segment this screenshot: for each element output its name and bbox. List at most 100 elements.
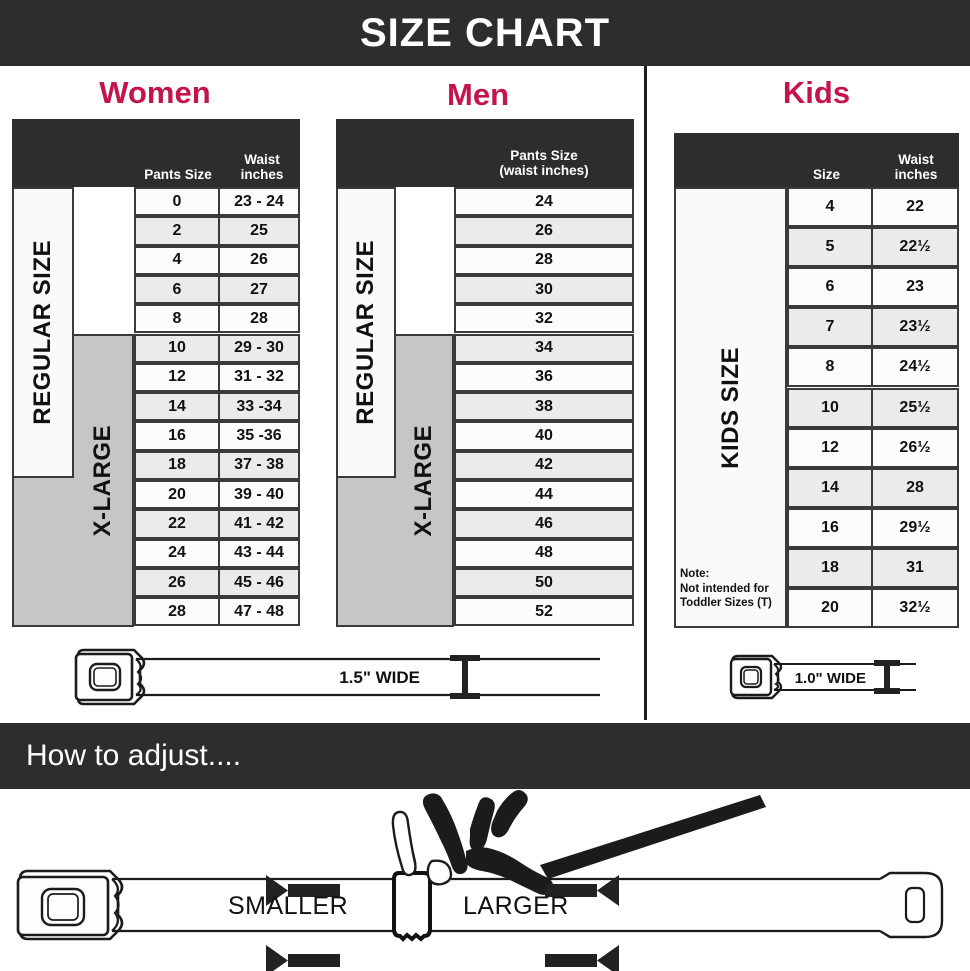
women-waist-cell: 37 - 38	[220, 450, 300, 480]
women-size-cell: 0	[134, 187, 220, 217]
kids-waist-cell: 23	[873, 267, 959, 308]
kids-waist-cell: 29½	[873, 507, 959, 548]
table-row: 4 22	[787, 187, 959, 228]
table-row: 6 23	[787, 267, 959, 308]
table-men-header: Pants Size (waist inches)	[336, 119, 634, 187]
hand-icon	[395, 790, 766, 895]
table-row: 26 45 - 46	[134, 567, 300, 598]
page-title: SIZE CHART	[360, 10, 610, 55]
kids-size-cell: 5	[787, 227, 873, 268]
table-row: 8 28	[134, 304, 300, 334]
header-kids-size: Size	[812, 167, 840, 183]
women-waist-cell: 41 - 42	[220, 509, 300, 539]
women-waist-cell: 45 - 46	[220, 567, 300, 598]
kids-size-cell: 4	[787, 187, 873, 228]
table-kids: Size Waist inches KIDS SIZE Note: Not in…	[674, 133, 959, 629]
header-kids-waist: Waist inches	[873, 152, 959, 183]
table-row: 42	[454, 450, 634, 480]
men-size-cell: 24	[454, 187, 634, 217]
men-size-cell: 30	[454, 274, 634, 305]
belt-width-caliper-adult	[450, 655, 480, 699]
kids-waist-cell: 26½	[873, 427, 959, 468]
table-women: Pants Size Waist inches REGULAR SIZE X-L…	[12, 119, 300, 627]
belt-width-label-kids: 1.0" WIDE	[795, 670, 866, 687]
table-row: 8 24½	[787, 347, 959, 388]
kids-waist-cell: 28	[873, 467, 959, 508]
table-row: 12 31 - 32	[134, 362, 300, 393]
men-size-cell: 50	[454, 567, 634, 598]
men-size-cell: 38	[454, 392, 634, 422]
table-row: 18 37 - 38	[134, 450, 300, 480]
label-smaller: SMALLER	[228, 892, 349, 920]
kids-size-cell: 20	[787, 588, 873, 629]
women-waist-cell: 39 - 40	[220, 480, 300, 510]
women-size-cell: 4	[134, 245, 220, 275]
women-size-cell: 2	[134, 216, 220, 246]
women-size-cell: 22	[134, 509, 220, 539]
kids-note-line3: Toddler Sizes (T)	[680, 597, 772, 610]
women-waist-cell: 47 - 48	[220, 597, 300, 627]
women-size-cell: 8	[134, 304, 220, 334]
men-size-cell: 26	[454, 216, 634, 246]
table-row: 4 26	[134, 245, 300, 275]
band-regular-size-women: REGULAR SIZE	[12, 187, 74, 478]
women-size-cell: 24	[134, 538, 220, 568]
kids-size-cell: 14	[787, 467, 873, 508]
women-size-cell: 16	[134, 421, 220, 451]
women-size-cell: 28	[134, 597, 220, 627]
kids-size-cell: 18	[787, 547, 873, 588]
table-row: 0 23 - 24	[134, 187, 300, 217]
women-waist-cell: 28	[220, 304, 300, 334]
header-kids-waist-line2: inches	[894, 167, 938, 183]
table-row: 10 25½	[787, 387, 959, 428]
women-waist-cell: 26	[220, 245, 300, 275]
women-waist-cell: 33 -34	[220, 392, 300, 422]
header-pants-size-waist: Pants Size (waist inches)	[454, 148, 634, 179]
women-size-cell: 10	[134, 333, 220, 363]
table-row: 46	[454, 509, 634, 539]
table-row: 28 47 - 48	[134, 597, 300, 627]
table-row: 14 33 -34	[134, 392, 300, 422]
table-row: 14 28	[787, 467, 959, 508]
women-waist-cell: 27	[220, 274, 300, 305]
table-row: 7 23½	[787, 307, 959, 348]
table-row: 20 32½	[787, 588, 959, 629]
kids-size-cell: 7	[787, 307, 873, 348]
men-size-cell: 42	[454, 450, 634, 480]
men-size-cell: 36	[454, 362, 634, 393]
band-regular-size-men: REGULAR SIZE	[336, 187, 396, 478]
section-heading-kids: Kids	[782, 75, 851, 110]
belt-diagram-kids: 1.0" WIDE	[729, 654, 916, 700]
table-row: 24 43 - 44	[134, 538, 300, 568]
belt-width-caliper-kids	[874, 660, 900, 694]
section-heading-men: Men	[447, 77, 509, 112]
table-row: 50	[454, 567, 634, 598]
table-row: 12 26½	[787, 427, 959, 468]
women-waist-cell: 29 - 30	[220, 333, 300, 363]
table-row: 22 41 - 42	[134, 509, 300, 539]
arrow-right-top-icon	[545, 875, 619, 906]
men-size-cell: 28	[454, 245, 634, 275]
table-row: 36	[454, 362, 634, 393]
table-row: 38	[454, 392, 634, 422]
men-size-cell: 40	[454, 421, 634, 451]
arrow-right-bottom-icon	[545, 945, 619, 971]
kids-size-cell: 16	[787, 507, 873, 548]
women-size-cell: 20	[134, 480, 220, 510]
kids-waist-cell: 22½	[873, 227, 959, 268]
kids-waist-cell: 25½	[873, 387, 959, 428]
belt-diagram-adult: 1.5" WIDE	[74, 648, 600, 706]
table-row: 2 25	[134, 216, 300, 246]
table-row: 34	[454, 333, 634, 363]
kids-waist-cell: 23½	[873, 307, 959, 348]
kids-waist-cell: 24½	[873, 347, 959, 388]
table-row: 32	[454, 304, 634, 334]
table-row: 16 29½	[787, 507, 959, 548]
women-waist-cell: 23 - 24	[220, 187, 300, 217]
header-kids-waist-line1: Waist	[898, 151, 934, 167]
band-xlarge-men: X-LARGE	[396, 334, 454, 627]
header-waist-line2: inches	[240, 167, 284, 183]
table-women-header: Pants Size Waist inches	[12, 119, 300, 187]
table-kids-header: Size Waist inches	[674, 133, 959, 187]
